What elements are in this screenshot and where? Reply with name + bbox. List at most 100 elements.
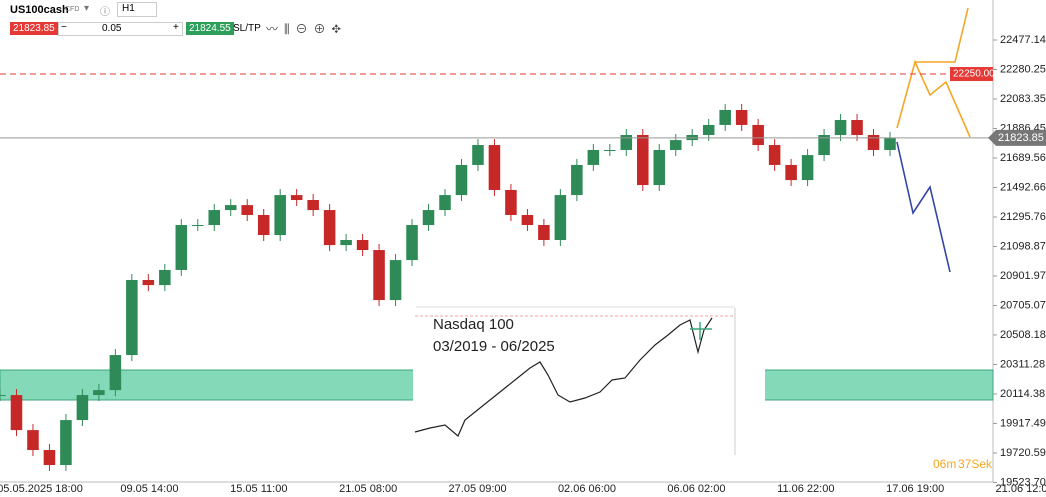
candle	[290, 195, 303, 201]
candle	[93, 390, 105, 396]
candle	[175, 225, 188, 270]
info-icon[interactable]: ⓘ	[100, 7, 110, 18]
candle	[834, 120, 847, 135]
projection-down	[896, 141, 951, 273]
badge: CFD	[65, 6, 80, 13]
y-tick-label: 20114.38	[1000, 388, 1045, 400]
inset-price	[414, 317, 713, 437]
y-tick-label: 19523.70	[1000, 476, 1046, 488]
candle	[208, 210, 221, 226]
candle	[653, 149, 666, 186]
candle	[323, 210, 336, 246]
x-tick-label: 05.05.2025 18:00	[0, 483, 83, 495]
last-price-badge	[988, 129, 1046, 146]
x-tick-label: 11.06 22:00	[777, 483, 834, 495]
candle	[76, 395, 89, 421]
candle	[192, 225, 204, 227]
candle	[0, 395, 6, 397]
candle	[27, 430, 39, 451]
candle	[884, 137, 896, 150]
symbol[interactable]: US100cash	[10, 4, 69, 16]
candle	[538, 225, 550, 241]
inset-subtitle: 03/2019 - 06/2025	[433, 338, 555, 355]
candle	[571, 164, 583, 196]
candle	[702, 124, 715, 135]
x-tick-label: 21.06 12:00	[996, 483, 1046, 495]
candle	[768, 145, 781, 165]
dropdown-arrow[interactable]: ▾	[84, 3, 90, 14]
candle	[109, 355, 122, 391]
candle	[406, 225, 418, 261]
sl-tp[interactable]: SL/TP	[233, 23, 261, 34]
candle	[422, 210, 435, 226]
candle	[719, 109, 731, 125]
y-tick-label: 21295.76	[1000, 211, 1046, 223]
candle	[455, 164, 468, 196]
lot-plus[interactable]: +	[173, 22, 179, 33]
candle	[340, 240, 352, 246]
candle	[851, 120, 863, 135]
candle	[439, 195, 451, 211]
inset-frame	[413, 297, 765, 458]
chart-tools[interactable]: 〰⫼⊖⊕✥	[266, 22, 348, 36]
candle	[505, 189, 517, 215]
y-tick-label: 19720.59	[1000, 447, 1046, 459]
candle	[60, 420, 72, 466]
candle	[521, 214, 534, 226]
candle	[257, 214, 270, 236]
candle	[637, 134, 649, 186]
candle	[554, 195, 567, 241]
inset-title: Nasdaq 100	[433, 316, 514, 333]
x-tick-label: 06.06 02:00	[667, 483, 725, 495]
countdown-seconds: 37Sek	[958, 457, 993, 471]
ask-price[interactable]: 21824.55	[186, 22, 234, 35]
lot-box	[58, 22, 183, 36]
candle	[752, 124, 764, 146]
candle	[373, 250, 385, 301]
y-tick-label: 22477.14	[1000, 34, 1046, 46]
candle	[604, 149, 616, 151]
candle	[818, 134, 830, 156]
x-tick-label: 17.06 19:00	[886, 483, 944, 495]
last-price-label: 21823.85	[998, 132, 1044, 144]
candle	[224, 205, 237, 211]
y-tick-label: 20508.18	[1000, 329, 1046, 341]
lot-size[interactable]: 0.05	[102, 23, 122, 34]
y-tick-label: 21098.87	[1000, 240, 1046, 252]
y-tick-label: 19917.49	[1000, 417, 1046, 429]
candle	[43, 450, 56, 466]
timeframe[interactable]: H1	[117, 2, 157, 17]
candle	[142, 280, 155, 286]
x-tick-label: 02.06 06:00	[558, 483, 616, 495]
x-tick-label: 27.05 09:00	[449, 483, 507, 495]
projection-up	[896, 59, 971, 138]
candle	[159, 269, 171, 286]
y-tick-label: 21689.56	[1000, 152, 1046, 164]
lot-minus[interactable]: −	[61, 22, 67, 33]
candle	[488, 145, 501, 190]
candle	[867, 134, 880, 150]
x-tick-label: 21.05 08:00	[339, 483, 397, 495]
y-tick-label: 20311.28	[1000, 358, 1045, 370]
y-tick-label: 22280.25	[1000, 63, 1046, 75]
y-tick-label: 21492.66	[1000, 181, 1046, 193]
projection-up	[915, 7, 969, 63]
candle	[669, 140, 682, 150]
inset: Nasdaq 100 03/2019 - 06/2025	[413, 297, 765, 458]
candle	[785, 164, 797, 181]
level-badge	[950, 67, 993, 82]
candle	[620, 134, 633, 150]
x-tick-label: 09.05 14:00	[120, 483, 178, 495]
candle	[735, 109, 748, 125]
candle	[587, 149, 600, 165]
candle	[801, 155, 814, 181]
candle	[126, 280, 138, 356]
countdown-minutes: 06m	[933, 457, 956, 471]
candle	[241, 205, 253, 215]
bid-price[interactable]: 21823.85	[10, 22, 58, 35]
candle	[307, 200, 319, 211]
candle	[10, 395, 23, 431]
x-tick-label: 15.05 11:00	[230, 483, 287, 495]
